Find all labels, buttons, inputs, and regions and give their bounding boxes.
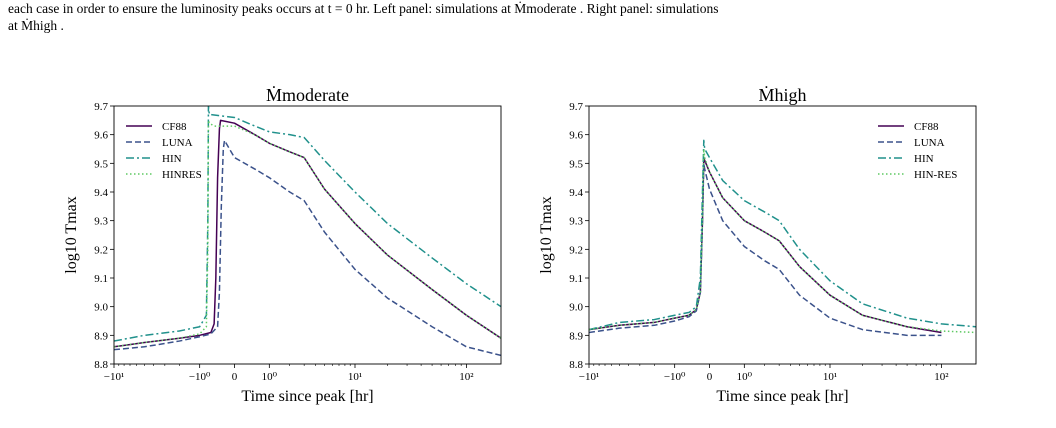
y-tick-label: 8.8 bbox=[94, 359, 108, 371]
x-axis-label: Time since peak [hr] bbox=[716, 388, 848, 405]
x-tick-label: −10¹ bbox=[579, 371, 600, 383]
y-tick-label: 9.2 bbox=[94, 244, 108, 256]
caption-line-2: at Ṁhigh . bbox=[8, 18, 64, 33]
x-tick-label: 0 bbox=[707, 371, 713, 383]
y-tick-label: 9.0 bbox=[569, 302, 583, 314]
y-tick-label: 9.1 bbox=[94, 273, 108, 285]
series-line-cf88 bbox=[589, 156, 942, 334]
panel-2: 8.8 8.9 9.0 9.1 9.2 9.3 9.4 9.5 9.6 9.7 −10¹ −10⁰ 0 1… bbox=[538, 85, 977, 405]
series-line-luna bbox=[114, 139, 501, 357]
panel-1: 8.8 8.9 9.0 9.1 9.2 9.3 9.4 9.5 9.6 9.7 −10¹ −10⁰ 0 1… bbox=[63, 85, 502, 405]
x-tick-label: 0 bbox=[232, 371, 238, 383]
x-tick-label: 10² bbox=[934, 371, 949, 383]
y-tick-label: 9.3 bbox=[94, 216, 108, 228]
chart-title: Ṁmoderate bbox=[266, 85, 349, 105]
y-tick-label: 9.5 bbox=[569, 158, 583, 170]
series-line-hin-res bbox=[589, 148, 976, 334]
legend-label-luna: LUNA bbox=[162, 137, 193, 149]
series-line-hin bbox=[589, 139, 976, 331]
y-tick-label: 9.6 bbox=[94, 130, 108, 142]
x-axis-label: Time since peak [hr] bbox=[241, 388, 373, 405]
legend: CF88 LUNA HIN HINRES bbox=[126, 121, 202, 181]
x-tick-label: 10² bbox=[459, 371, 474, 383]
y-tick-label: 9.4 bbox=[94, 187, 108, 199]
figure-caption: each case in order to ensure the luminos… bbox=[8, 0, 1048, 34]
series-line-cf88 bbox=[114, 119, 501, 348]
y-tick-label: 9.0 bbox=[94, 302, 108, 314]
y-tick-label: 8.8 bbox=[569, 359, 583, 371]
y-tick-label: 9.5 bbox=[94, 158, 108, 170]
legend-label-cf88: CF88 bbox=[162, 121, 187, 133]
y-tick-label: 9.4 bbox=[569, 187, 583, 199]
x-tick-label: 10¹ bbox=[823, 371, 837, 383]
legend-label-cf88: CF88 bbox=[914, 121, 939, 133]
x-tick-label: 10⁰ bbox=[737, 371, 753, 383]
y-tick-label: 8.9 bbox=[94, 330, 108, 342]
y-axis-label: log10 Tmax bbox=[63, 196, 80, 273]
y-tick-label: 9.7 bbox=[94, 101, 108, 113]
axes-frame bbox=[113, 105, 502, 365]
series-line-hin bbox=[114, 106, 501, 342]
y-tick-label: 9.2 bbox=[569, 244, 583, 256]
x-tick-label: −10⁰ bbox=[189, 371, 211, 383]
axes-frame bbox=[588, 105, 977, 365]
legend: CF88 LUNA HIN HIN-RES bbox=[878, 121, 957, 181]
x-tick-label: 10¹ bbox=[348, 371, 362, 383]
y-tick-label: 9.3 bbox=[569, 216, 583, 228]
series-group bbox=[589, 139, 976, 337]
series-group bbox=[114, 106, 501, 357]
y-axis-label: log10 Tmax bbox=[538, 196, 555, 273]
x-tick-label: −10⁰ bbox=[664, 371, 686, 383]
legend-label-hinres: HINRES bbox=[162, 169, 202, 181]
series-line-hinres bbox=[114, 119, 501, 348]
legend-label-hin-res: HIN-RES bbox=[914, 169, 957, 181]
y-tick-label: 9.1 bbox=[569, 273, 583, 285]
y-tick-label: 9.6 bbox=[569, 130, 583, 142]
legend-label-luna: LUNA bbox=[914, 137, 945, 149]
legend-label-hin: HIN bbox=[162, 153, 182, 165]
y-tick-label: 9.7 bbox=[569, 101, 583, 113]
series-line-luna bbox=[589, 162, 942, 337]
legend-label-hin: HIN bbox=[914, 153, 934, 165]
caption-line-1: each case in order to ensure the luminos… bbox=[8, 1, 719, 16]
chart-title: Ṁhigh bbox=[758, 85, 806, 105]
x-tick-label: 10⁰ bbox=[262, 371, 278, 383]
y-tick-label: 8.9 bbox=[569, 330, 583, 342]
x-tick-label: −10¹ bbox=[104, 371, 125, 383]
